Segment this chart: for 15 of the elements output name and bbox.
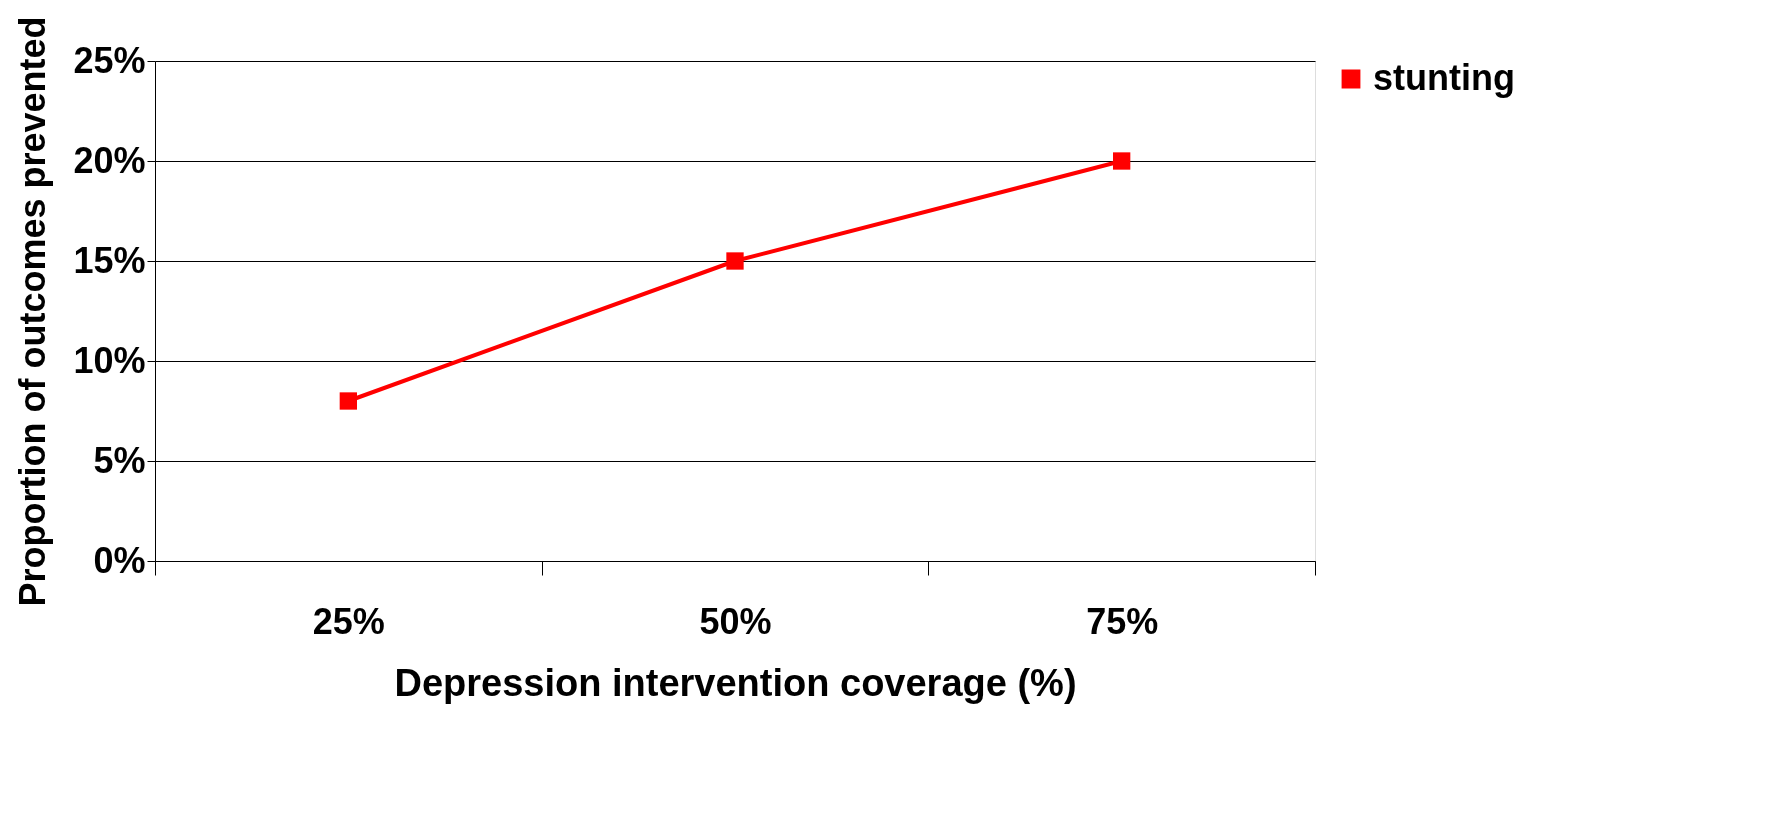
y-tick-label: 0% (93, 539, 146, 581)
y-axis-title: Proportion of outcomes prevented (12, 16, 54, 607)
x-tick-label: 75% (1086, 600, 1159, 642)
point (339, 392, 357, 410)
y-tick-label: 5% (93, 439, 146, 481)
point (726, 252, 744, 270)
x-tick-label: 25% (312, 600, 385, 642)
y-tick-label: 25% (73, 39, 146, 81)
y-tick-label: 20% (73, 139, 146, 181)
y-tick-label: 15% (73, 239, 146, 281)
point (1113, 152, 1131, 170)
y-tick-label: 10% (73, 339, 146, 381)
x-tick-label: 50% (699, 600, 772, 642)
legend-label: stunting (1373, 57, 1515, 98)
x-axis-title: Depression intervention coverage (%) (394, 661, 1077, 704)
